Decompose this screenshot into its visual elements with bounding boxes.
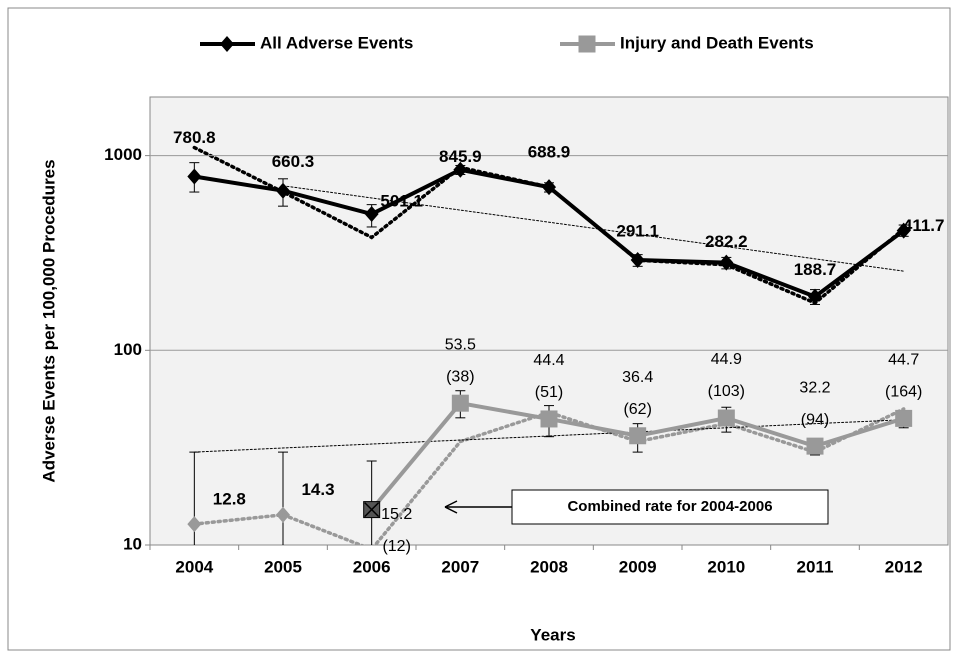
series-line [282, 185, 905, 272]
plot [187, 145, 913, 545]
data-label: 501.1 [380, 192, 423, 211]
x-tick-label: 2006 [353, 557, 391, 576]
data-label: 845.9 [439, 147, 482, 166]
x-tick-label: 2008 [530, 557, 568, 576]
data-label: 188.7 [794, 260, 837, 279]
y-tick-label: 10 [123, 534, 142, 553]
data-label: 780.8 [173, 128, 216, 147]
data-label: 660.3 [272, 152, 315, 171]
arrow-head [444, 500, 458, 514]
marker [220, 36, 234, 52]
y-tick-label: 100 [114, 340, 142, 359]
x-axis-label: Years [530, 625, 575, 644]
legend-label: All Adverse Events [260, 33, 413, 52]
y-tick-label: 1000 [104, 145, 142, 164]
marker [806, 437, 824, 455]
data-label: 14.3 [301, 480, 334, 499]
data-label: 36.4 [622, 369, 653, 386]
x-tick-label: 2009 [619, 557, 657, 576]
annotation-box [511, 489, 829, 525]
data-label: 291.1 [616, 221, 659, 240]
marker [542, 179, 556, 196]
marker [187, 168, 202, 185]
data-label: 411.7 [903, 216, 945, 235]
marker [895, 409, 913, 427]
marker [276, 182, 290, 199]
data-label: 32.2 [799, 379, 830, 396]
marker [717, 409, 735, 427]
data-label: (62) [623, 401, 651, 418]
annotation: Combined rate for 2004-2006 [567, 498, 772, 515]
x-tick-label: 2011 [797, 557, 834, 576]
data-label: 15.2 [381, 506, 412, 523]
marker [719, 254, 734, 271]
data-label: (12) [382, 538, 410, 555]
marker [453, 161, 468, 178]
data-label: 688.9 [528, 143, 571, 162]
data-label: (164) [885, 384, 922, 401]
marker [578, 35, 596, 53]
marker-cross [364, 502, 380, 518]
data-label: (94) [801, 411, 829, 428]
data-label: 44.4 [533, 352, 564, 369]
x-tick-label: 2004 [175, 557, 213, 576]
x-tick-label: 2012 [885, 557, 923, 576]
plot-area [149, 96, 949, 546]
data-label: (103) [708, 383, 745, 400]
marker [451, 394, 469, 412]
marker [630, 251, 645, 268]
legend-label: Injury and Death Events [620, 33, 814, 52]
data-label: 44.7 [888, 352, 919, 369]
marker [364, 206, 379, 223]
x-tick-label: 2005 [264, 557, 302, 576]
data-label: 12.8 [213, 490, 246, 509]
data-label: (51) [535, 384, 563, 401]
marker [808, 288, 822, 305]
marker [540, 410, 558, 428]
marker [896, 222, 911, 239]
x-tick-label: 2010 [707, 557, 745, 576]
y-axis-label: Adverse Events per 100,000 Procedures [39, 159, 58, 482]
data-label: (38) [446, 368, 474, 385]
data-label: 44.9 [711, 351, 742, 368]
data-label: 53.5 [445, 336, 476, 353]
marker [629, 427, 647, 445]
series-line [193, 419, 905, 453]
x-tick-label: 2007 [441, 557, 479, 576]
data-label: 282.2 [705, 232, 748, 251]
